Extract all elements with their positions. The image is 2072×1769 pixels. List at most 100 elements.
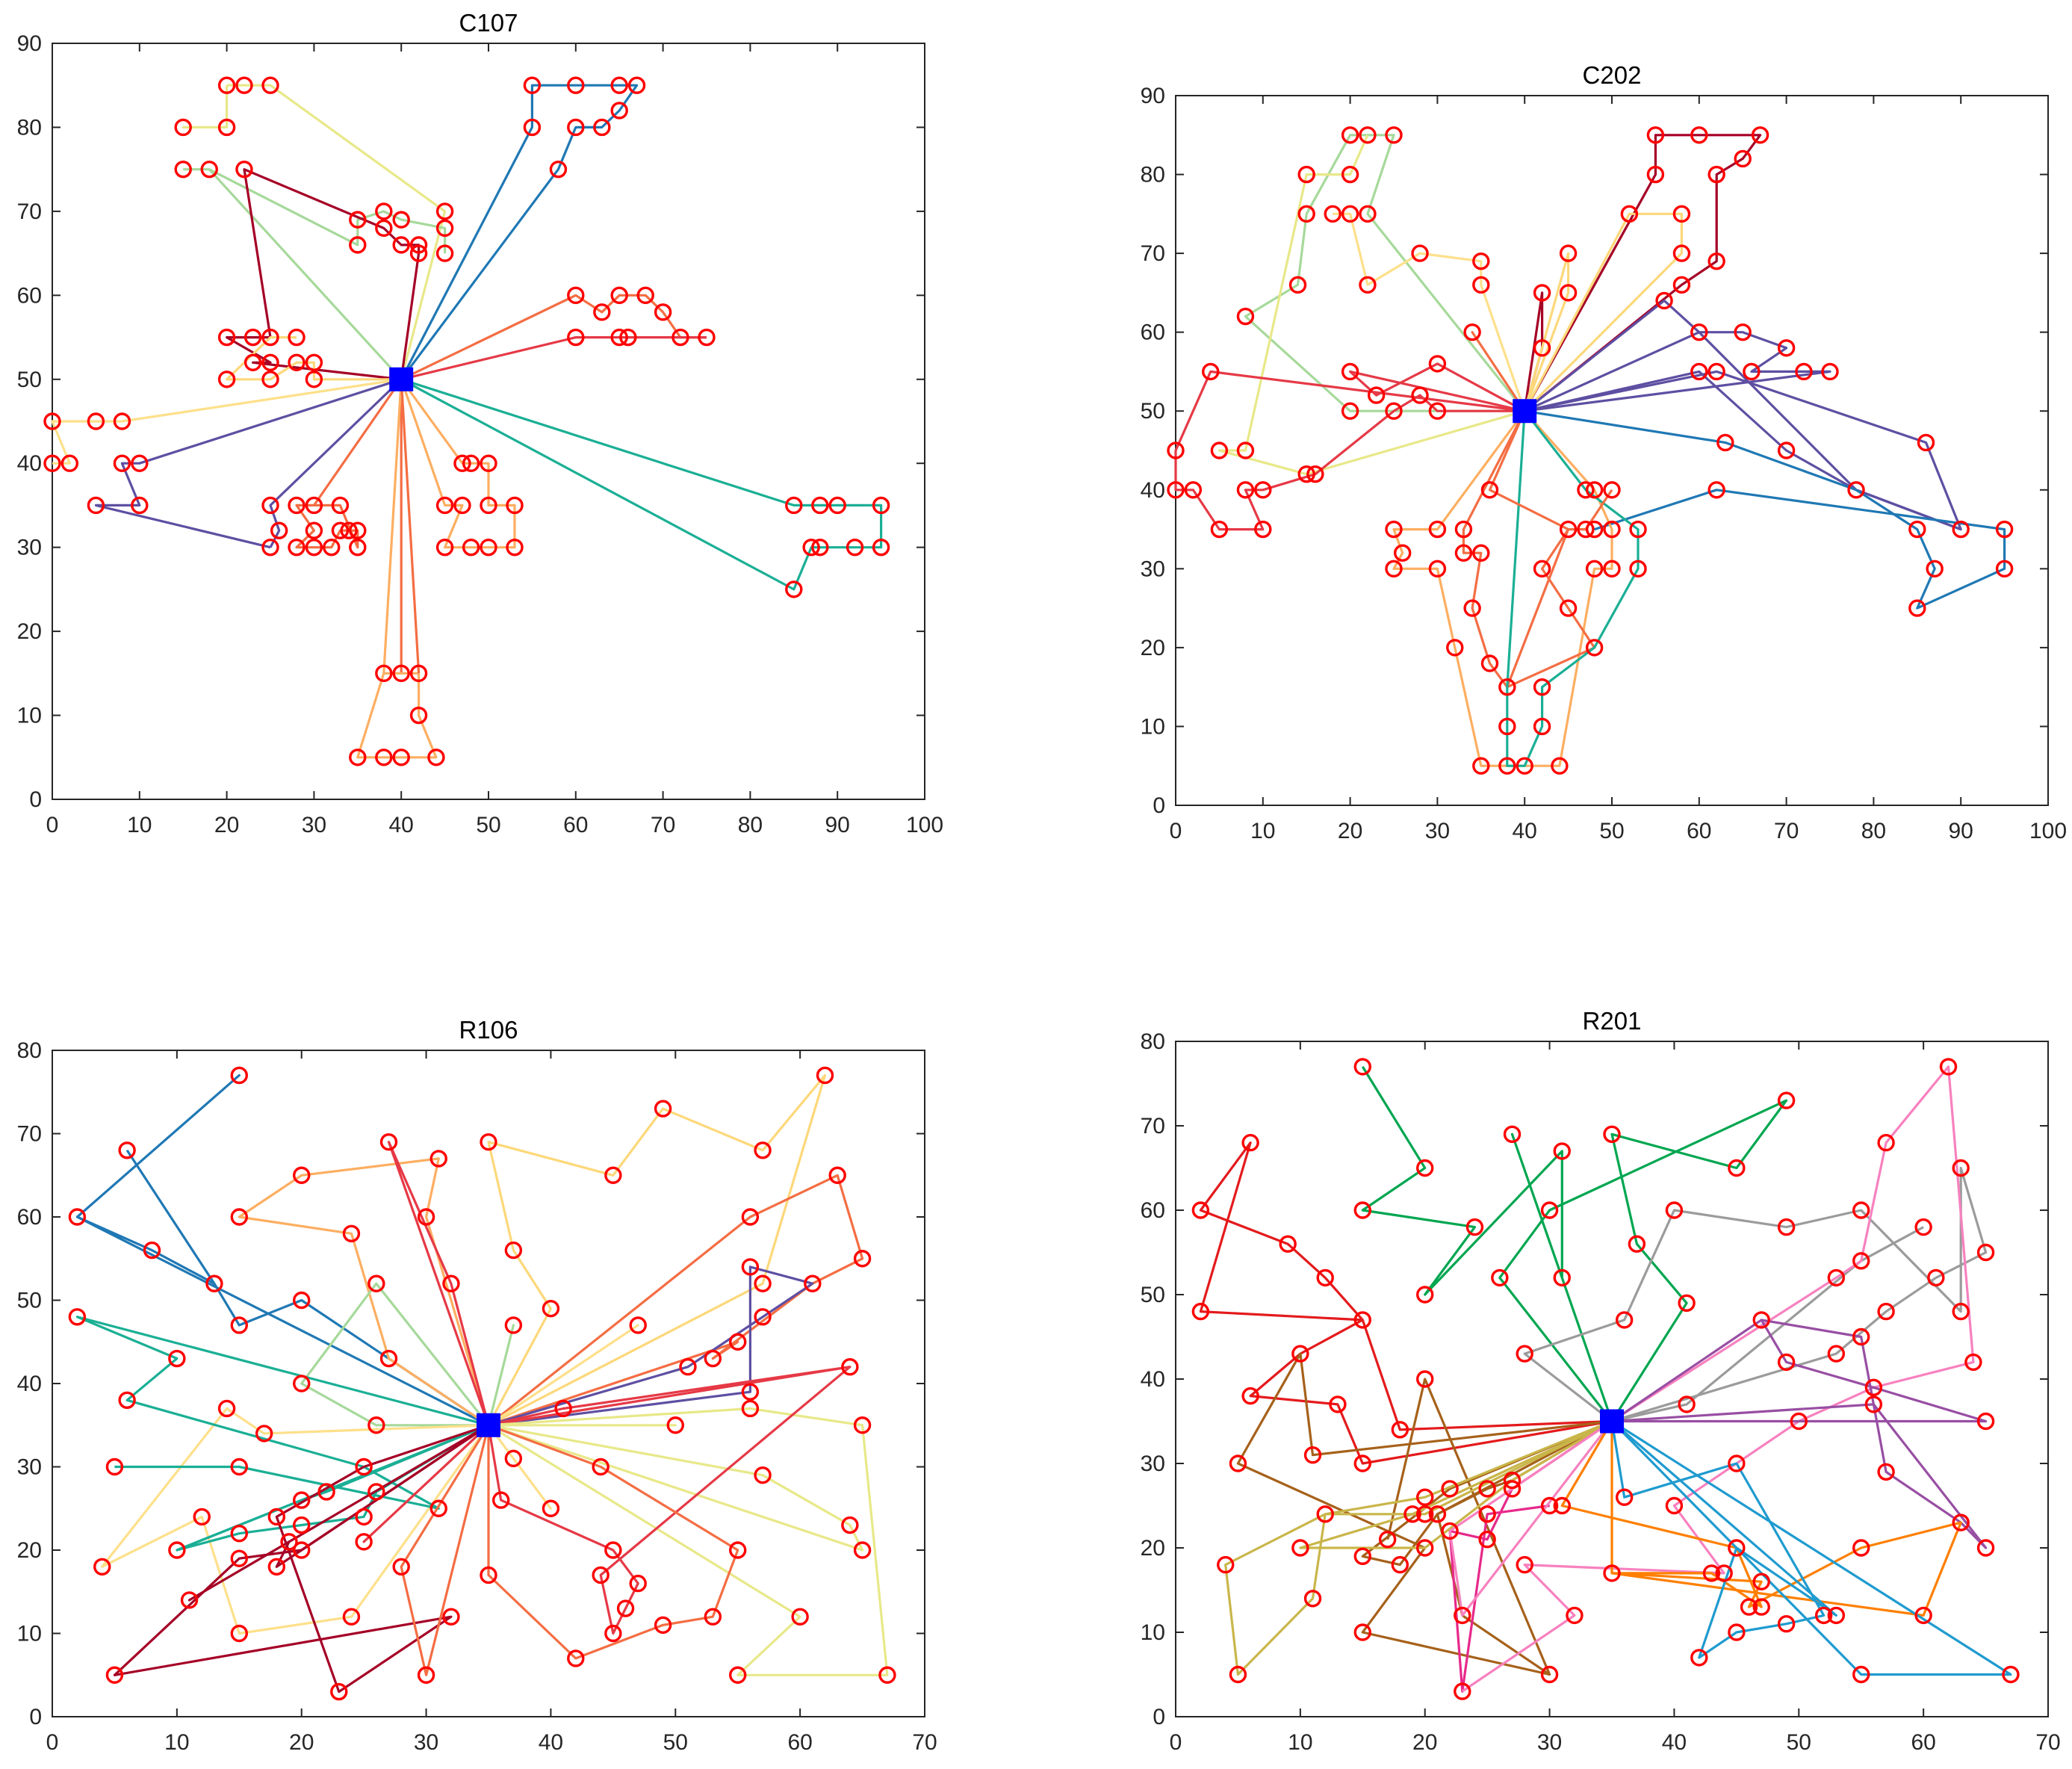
customer-point [627, 76, 646, 94]
customer-point [671, 328, 689, 347]
customer-point [1852, 1201, 1870, 1219]
customer-point [604, 1541, 622, 1559]
customer-point [230, 1208, 248, 1226]
customer-point [1478, 1505, 1496, 1523]
y-tick-label: 90 [17, 31, 42, 56]
customer-point [1454, 1682, 1471, 1700]
route-line [1348, 362, 1525, 412]
customer-point [1927, 1268, 1945, 1287]
customer-point [1877, 1133, 1895, 1152]
customer-point [1385, 560, 1403, 578]
customer-point [1416, 1539, 1434, 1557]
customer-point [2002, 1665, 2020, 1684]
route-line [1333, 212, 1526, 412]
y-tick-label: 30 [17, 1455, 42, 1480]
customer-point [1777, 1091, 1796, 1109]
y-tick-label: 10 [1141, 714, 1165, 739]
customer-point [704, 1349, 722, 1368]
customer-point [1952, 1159, 1970, 1177]
x-tick-label: 100 [906, 813, 943, 837]
customer-point [68, 1308, 87, 1326]
customer-point [392, 236, 410, 254]
customer-point [610, 328, 628, 347]
customer-point [342, 1608, 361, 1626]
customer-point [230, 1624, 248, 1643]
customer-point [1297, 465, 1315, 483]
y-tick-label: 70 [1141, 241, 1165, 266]
customer-point [593, 118, 611, 137]
customer-point [205, 1274, 223, 1292]
route-line [187, 1424, 489, 1602]
customer-point [1585, 481, 1604, 499]
customer-point [846, 538, 864, 557]
customer-point [1585, 560, 1604, 578]
customer-point [1707, 362, 1725, 381]
customer-point [741, 1208, 760, 1226]
customer-point [143, 1241, 161, 1260]
y-tick-label: 60 [17, 1205, 42, 1230]
customer-point [1952, 1302, 1970, 1321]
customer-point [1478, 1480, 1496, 1498]
customer-point [174, 118, 192, 137]
customer-point [409, 244, 428, 262]
customer-point [1498, 717, 1516, 736]
customer-point [168, 1349, 186, 1368]
customer-point [435, 496, 454, 515]
y-tick-label: 70 [17, 1122, 42, 1147]
customer-point [549, 160, 568, 179]
customer-point [1416, 1505, 1434, 1523]
customer-point [113, 412, 131, 430]
route-line [400, 1424, 490, 1676]
y-tick-label: 0 [29, 787, 42, 812]
customer-point [200, 160, 218, 179]
x-tick-label: 90 [825, 813, 850, 837]
customer-point [305, 353, 323, 371]
route-line [269, 378, 403, 548]
route-line [1612, 1319, 1988, 1423]
x-tick-label: 60 [787, 1730, 812, 1755]
route-line [295, 378, 403, 549]
customer-point [1167, 481, 1185, 499]
customer-point [1603, 481, 1621, 499]
customer-point [293, 1166, 311, 1184]
customer-point [105, 1666, 124, 1684]
customer-point [375, 749, 393, 766]
customer-point [654, 1100, 672, 1118]
customer-point [1646, 165, 1665, 184]
customer-point [1480, 654, 1499, 672]
customer-point [698, 328, 716, 347]
customer-point [1777, 339, 1796, 357]
customer-point [1403, 1505, 1421, 1523]
customer-point [1585, 520, 1604, 539]
customer-point [1385, 402, 1403, 420]
customer-point [1751, 126, 1769, 144]
customer-point [1241, 1387, 1259, 1405]
x-tick-label: 70 [2035, 1730, 2060, 1755]
customer-point [1353, 1454, 1371, 1472]
y-tick-label: 40 [1141, 478, 1165, 503]
depot-marker [1600, 1409, 1624, 1434]
customer-point [1707, 252, 1725, 270]
customer-point [542, 1299, 560, 1318]
customer-point [180, 1591, 199, 1609]
customer-point [1790, 1412, 1808, 1431]
customer-point [791, 1608, 809, 1626]
customer-point [1288, 276, 1307, 294]
customer-point [567, 286, 585, 305]
customer-point [1734, 323, 1752, 341]
customer-point [1847, 481, 1865, 499]
route-line [400, 84, 639, 380]
customer-point [435, 538, 454, 557]
customer-point [1551, 757, 1569, 775]
x-tick-label: 20 [1338, 819, 1362, 843]
customer-point [453, 454, 471, 472]
customer-point [1229, 1665, 1247, 1684]
customer-point [1655, 291, 1673, 310]
customer-point [1728, 1623, 1746, 1641]
customer-point [1629, 560, 1647, 578]
customer-point [1428, 402, 1447, 420]
customer-point [629, 1316, 647, 1334]
route-line [400, 379, 421, 674]
customer-point [1359, 276, 1377, 294]
customer-point [168, 1541, 186, 1559]
